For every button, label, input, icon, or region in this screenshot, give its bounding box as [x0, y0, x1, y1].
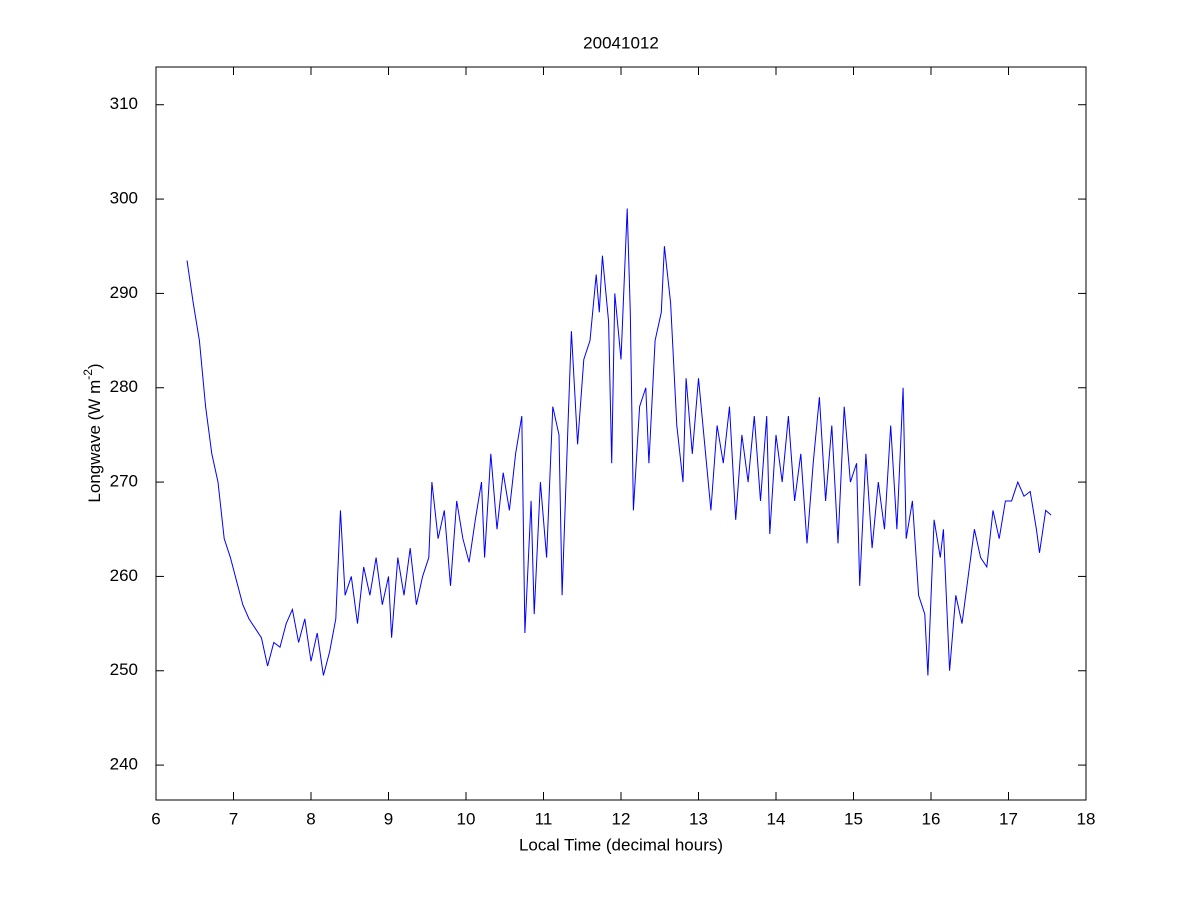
x-tick-label: 17	[999, 809, 1018, 828]
y-label-text: Longwave (W m	[85, 380, 104, 503]
data-line	[186, 208, 1052, 676]
y-tick-label: 290	[110, 283, 138, 302]
x-tick-label: 6	[151, 809, 160, 828]
chart-title: 20041012	[583, 33, 659, 52]
x-tick-label: 18	[1077, 809, 1096, 828]
x-tick-label: 16	[922, 809, 941, 828]
y-tick-label: 280	[110, 377, 138, 396]
x-axis-label: Local Time (decimal hours)	[519, 835, 723, 854]
y-axis-label: Longwave (W m-2)	[81, 363, 104, 502]
y-label-end: )	[85, 363, 104, 369]
y-tick-label: 260	[110, 566, 138, 585]
y-tick-label: 270	[110, 472, 138, 491]
x-tick-label: 7	[229, 809, 238, 828]
y-tick-label: 300	[110, 189, 138, 208]
x-tick-label: 15	[844, 809, 863, 828]
y-label-superscript: -2	[81, 369, 95, 380]
x-tick-label: 13	[689, 809, 708, 828]
x-tick-label: 12	[612, 809, 631, 828]
x-tick-label: 8	[306, 809, 315, 828]
x-tick-label: 9	[384, 809, 393, 828]
y-tick-label: 310	[110, 94, 138, 113]
x-tick-label: 14	[767, 809, 786, 828]
y-tick-label: 250	[110, 660, 138, 679]
x-tick-label: 10	[457, 809, 476, 828]
x-tick-label: 11	[535, 809, 553, 828]
y-tick-label: 240	[110, 755, 138, 774]
